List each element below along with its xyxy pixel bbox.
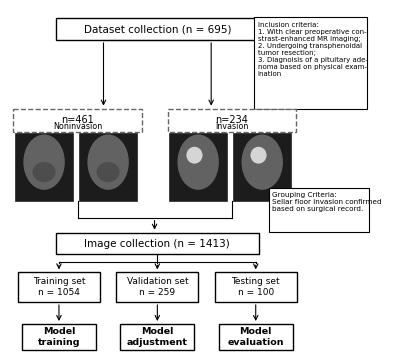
FancyBboxPatch shape: [269, 188, 369, 232]
FancyBboxPatch shape: [254, 17, 367, 109]
FancyBboxPatch shape: [22, 324, 96, 350]
Text: Image collection (n = 1413): Image collection (n = 1413): [84, 238, 230, 249]
FancyBboxPatch shape: [168, 109, 296, 132]
Text: Testing set
n = 100: Testing set n = 100: [232, 277, 280, 297]
Ellipse shape: [23, 134, 65, 190]
Ellipse shape: [32, 162, 56, 182]
Ellipse shape: [178, 134, 219, 190]
FancyBboxPatch shape: [116, 272, 198, 302]
Text: Model
training: Model training: [38, 327, 80, 347]
Text: Training set
n = 1054: Training set n = 1054: [33, 277, 85, 297]
Text: Inclusion criteria:
1. With clear preoperative con-
strast-enhanced MR imaging;
: Inclusion criteria: 1. With clear preope…: [258, 22, 368, 77]
FancyBboxPatch shape: [79, 133, 137, 201]
Ellipse shape: [88, 134, 129, 190]
Ellipse shape: [97, 162, 120, 182]
FancyBboxPatch shape: [15, 133, 73, 201]
FancyBboxPatch shape: [234, 133, 291, 201]
FancyBboxPatch shape: [18, 272, 100, 302]
Text: Grouping Criteria:
Sellar floor invasion confirmed
based on surgical record.: Grouping Criteria: Sellar floor invasion…: [272, 192, 382, 212]
FancyBboxPatch shape: [215, 272, 296, 302]
FancyBboxPatch shape: [14, 109, 142, 132]
Ellipse shape: [242, 134, 283, 190]
FancyBboxPatch shape: [170, 133, 227, 201]
Text: Model
adjustment: Model adjustment: [127, 327, 188, 347]
Text: Validation set
n = 259: Validation set n = 259: [126, 277, 188, 297]
Ellipse shape: [186, 147, 202, 164]
FancyBboxPatch shape: [120, 324, 194, 350]
Text: Noninvasion: Noninvasion: [53, 122, 102, 131]
Text: Invasion: Invasion: [215, 122, 248, 131]
Text: n=234: n=234: [215, 115, 248, 126]
Text: Model
evaluation: Model evaluation: [228, 327, 284, 347]
FancyBboxPatch shape: [56, 18, 258, 40]
Text: n=461: n=461: [61, 115, 94, 126]
Ellipse shape: [250, 147, 266, 164]
FancyBboxPatch shape: [218, 324, 293, 350]
FancyBboxPatch shape: [56, 233, 258, 254]
Text: Dataset collection (n = 695): Dataset collection (n = 695): [84, 24, 231, 34]
